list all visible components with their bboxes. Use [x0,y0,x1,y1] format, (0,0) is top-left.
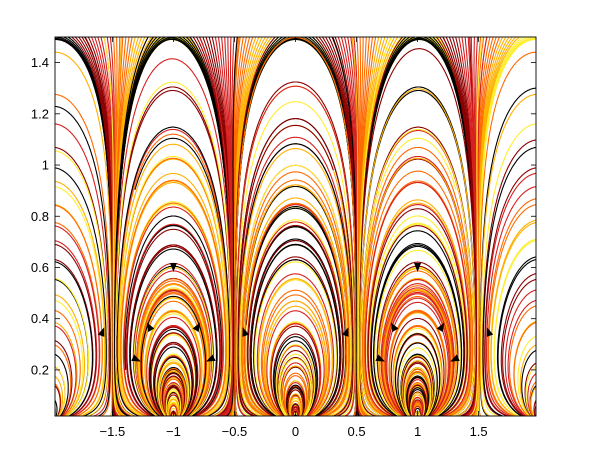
y-tick-label: 0.8 [31,209,49,224]
y-tick-label: 1.4 [31,55,49,70]
x-tick-label: 1.5 [470,424,488,439]
x-tick-label: 1 [414,424,421,439]
x-tick-label: 0.5 [348,424,366,439]
x-tick-label: −0.5 [222,424,248,439]
y-tick-label: 0.6 [31,260,49,275]
y-tick-label: 0.4 [31,311,49,326]
y-tick-label: 1 [42,158,49,173]
y-tick-label: 1.2 [31,106,49,121]
x-tick-label: −1.5 [100,424,126,439]
x-tick-label: −1 [166,424,181,439]
y-tick-label: 0.2 [31,362,49,377]
x-tick-label: 0 [292,424,299,439]
